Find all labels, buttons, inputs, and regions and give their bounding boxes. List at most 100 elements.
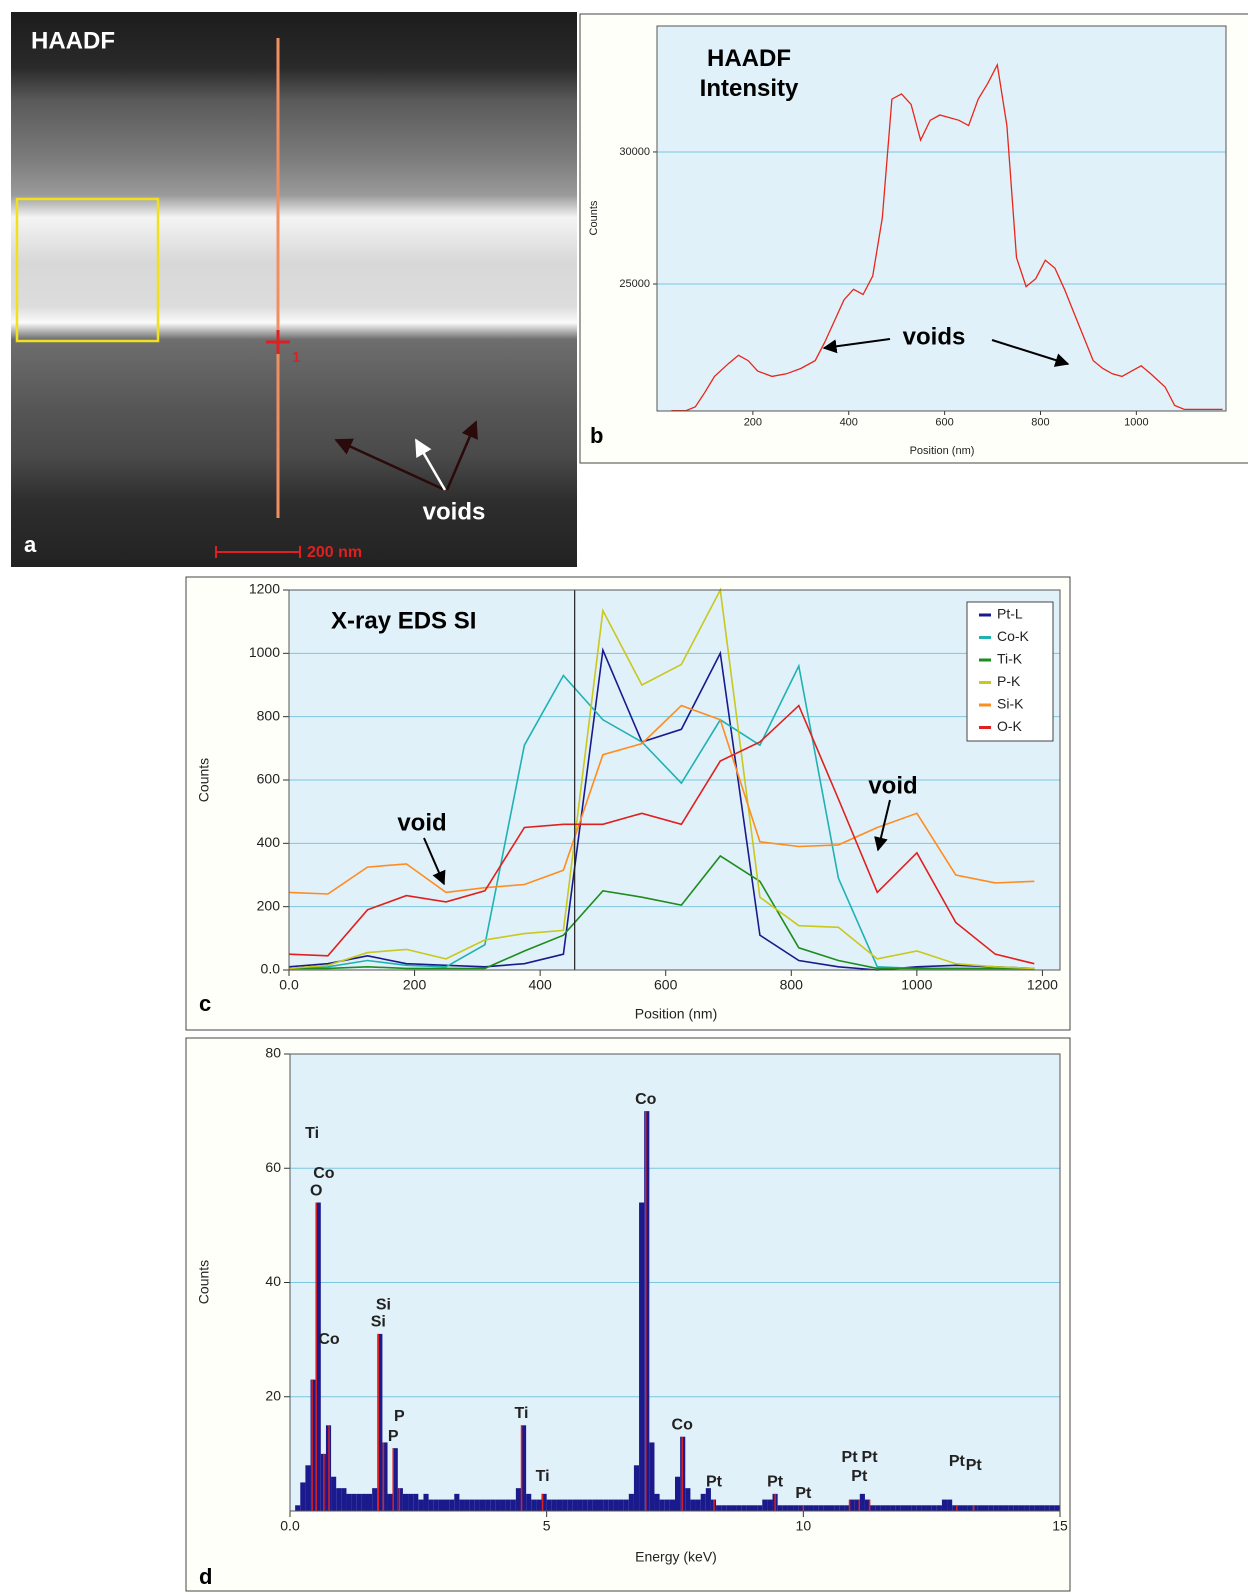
spectrum-bar: [947, 1499, 953, 1511]
spectrum-bar: [310, 1379, 316, 1511]
x-tick-label: 10: [796, 1518, 812, 1534]
spectrum-bar: [849, 1499, 855, 1511]
peak-label: Co: [672, 1417, 694, 1434]
peak-label: Pt: [706, 1474, 723, 1491]
spectrum-bar: [1044, 1505, 1050, 1511]
spectrum-bar: [315, 1202, 321, 1511]
spectrum-bar: [490, 1499, 496, 1511]
spectrum-bar: [1003, 1505, 1009, 1511]
spectrum-bar: [392, 1448, 398, 1511]
spectrum-bar: [977, 1505, 983, 1511]
arrow: [822, 338, 891, 354]
spectrum-region: [15, 197, 160, 343]
spectrum-bar: [1008, 1505, 1014, 1511]
peak-label: Ti: [515, 1405, 529, 1422]
spectrum-bar: [731, 1505, 737, 1511]
spectrum-bar: [628, 1493, 634, 1511]
spectrum-bar: [839, 1505, 845, 1511]
spectrum-bar: [459, 1499, 465, 1511]
data-line: [671, 62, 1223, 412]
spectrum-bar: [834, 1505, 840, 1511]
spectrum-bar: [485, 1499, 491, 1511]
peak-label: Co: [318, 1331, 340, 1348]
x-axis-label: Position (nm): [635, 1006, 717, 1022]
x-tick-label: 5: [543, 1518, 551, 1534]
spectrum-bar: [931, 1505, 937, 1511]
spectrum-bar: [700, 1493, 706, 1511]
spectrum-bar: [1024, 1505, 1030, 1511]
peak-label: Pt: [767, 1474, 784, 1491]
spectrum-bar: [505, 1499, 511, 1511]
spectrum-bar: [1018, 1505, 1025, 1511]
x-tick-label: 600: [654, 977, 678, 993]
spectrum-bar: [454, 1493, 460, 1511]
y-tick-label: 200: [257, 897, 281, 913]
spectrum-bar: [521, 1425, 527, 1511]
spectrum-bar: [592, 1499, 598, 1511]
plot-border: [656, 25, 1227, 412]
peak-label: P: [388, 1428, 399, 1445]
spectrum-bar: [295, 1505, 301, 1511]
annotation: voids: [903, 323, 966, 350]
spectrum-bar: [952, 1505, 958, 1511]
y-axis-label: Counts: [196, 1260, 212, 1304]
spectrum-bar: [936, 1505, 942, 1511]
spectrum-bar: [906, 1505, 912, 1511]
spectrum-bar: [331, 1476, 337, 1511]
spectrum-bar: [644, 1111, 650, 1511]
spectrum-bar: [623, 1499, 629, 1511]
x-tick-label: 1000: [1124, 417, 1148, 429]
spectrum-bar: [967, 1505, 973, 1511]
spectrum-bar: [957, 1505, 963, 1511]
data-line: [288, 704, 1035, 965]
spectrum-bar: [782, 1505, 788, 1511]
spectrum-bar: [875, 1505, 881, 1511]
peak-label: Pt: [795, 1485, 812, 1502]
spectrum-bar: [993, 1505, 999, 1511]
annotation: void: [397, 809, 446, 836]
spectrum-bar: [305, 1465, 311, 1511]
chart-title: X-ray EDS SI: [331, 607, 476, 634]
spectrum-bar: [777, 1505, 783, 1511]
spectrum-bar: [757, 1505, 763, 1511]
spectrum-bar: [397, 1488, 403, 1511]
y-tick-label: 25000: [619, 278, 650, 290]
peak-label: Pt: [949, 1453, 966, 1470]
spectrum-bar: [372, 1488, 378, 1511]
spectrum-bar: [402, 1493, 409, 1511]
spectrum-bar: [721, 1505, 727, 1511]
legend-label: Pt-L: [997, 606, 1023, 622]
spectrum-bar: [598, 1499, 604, 1511]
data-line: [289, 854, 1035, 970]
legend-label: P-K: [997, 673, 1021, 689]
x-tick-label: 600: [935, 417, 953, 429]
spectrum-bar: [300, 1482, 306, 1511]
spectrum-bar: [854, 1499, 860, 1511]
spectrum-bar: [736, 1505, 742, 1511]
spectrum-bar: [526, 1493, 532, 1511]
x-tick-label: 1000: [901, 977, 932, 993]
spectrum-bar: [464, 1499, 470, 1511]
spectrum-bar: [531, 1499, 537, 1511]
spectrum-bar: [423, 1493, 429, 1511]
peak-label: Pt: [966, 1457, 983, 1474]
spectrum-bar: [469, 1499, 475, 1511]
spectrum-bar: [367, 1493, 373, 1511]
spectrum-bar: [823, 1505, 829, 1511]
spectrum-bar: [541, 1493, 547, 1511]
spectrum-bar: [377, 1333, 383, 1511]
spectrum-bar: [690, 1499, 696, 1511]
y-tick-label: 1200: [249, 581, 280, 597]
spectrum-bar: [844, 1505, 850, 1511]
x-tick-label: 800: [780, 977, 804, 993]
spectrum-bar: [921, 1505, 927, 1511]
spectrum-bar: [972, 1505, 978, 1511]
spectrum-bar: [633, 1465, 640, 1511]
spectrum-bar: [449, 1499, 455, 1511]
spectrum-bar: [880, 1505, 886, 1511]
y-tick-label: 0.0: [261, 961, 281, 977]
spectrum-bar: [546, 1499, 552, 1511]
spectrum-bar: [474, 1499, 480, 1511]
arrow: [991, 339, 1070, 367]
cursor-cross: [266, 330, 290, 354]
